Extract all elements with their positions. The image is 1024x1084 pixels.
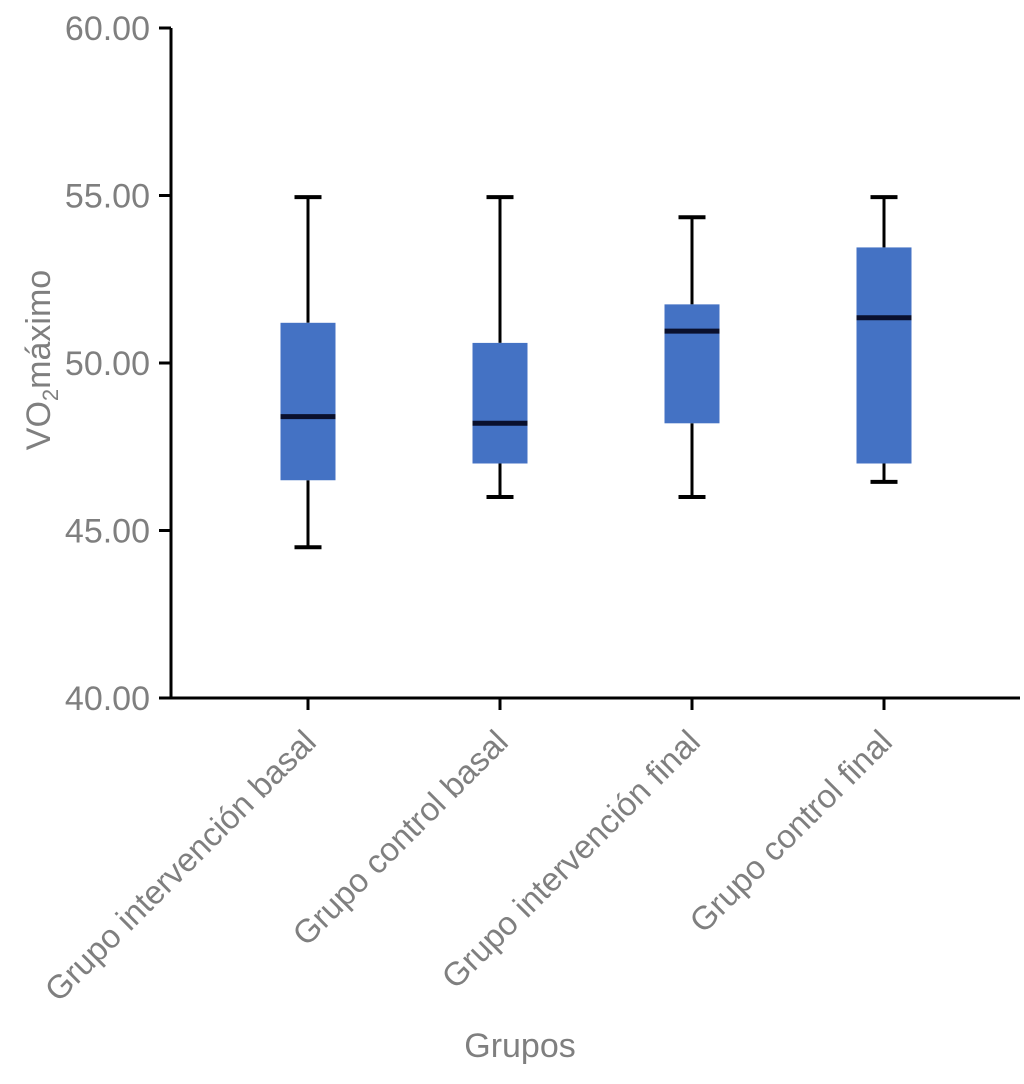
boxplot-group bbox=[280, 195, 336, 550]
y-tick-label: 50.00 bbox=[65, 345, 150, 383]
category-label: Grupo control basal bbox=[285, 723, 515, 953]
iqr-box bbox=[280, 322, 336, 481]
iqr-box bbox=[472, 342, 528, 464]
category-label: Grupo intervención basal bbox=[37, 723, 323, 1009]
y-tick-label: 55.00 bbox=[65, 178, 150, 216]
iqr-box bbox=[664, 304, 720, 424]
y-tick-label: 60.00 bbox=[65, 10, 150, 48]
y-axis-title: VO2máximo bbox=[20, 270, 63, 450]
x-axis-title: Grupos bbox=[464, 1027, 576, 1065]
y-tick-label: 45.00 bbox=[65, 513, 150, 551]
boxplot-group bbox=[472, 195, 528, 499]
y-tick-label: 40.00 bbox=[65, 680, 150, 718]
iqr-box bbox=[856, 247, 912, 464]
category-label: Grupo control final bbox=[682, 723, 899, 940]
boxplot-group bbox=[856, 195, 912, 484]
boxplot-group bbox=[664, 215, 720, 499]
